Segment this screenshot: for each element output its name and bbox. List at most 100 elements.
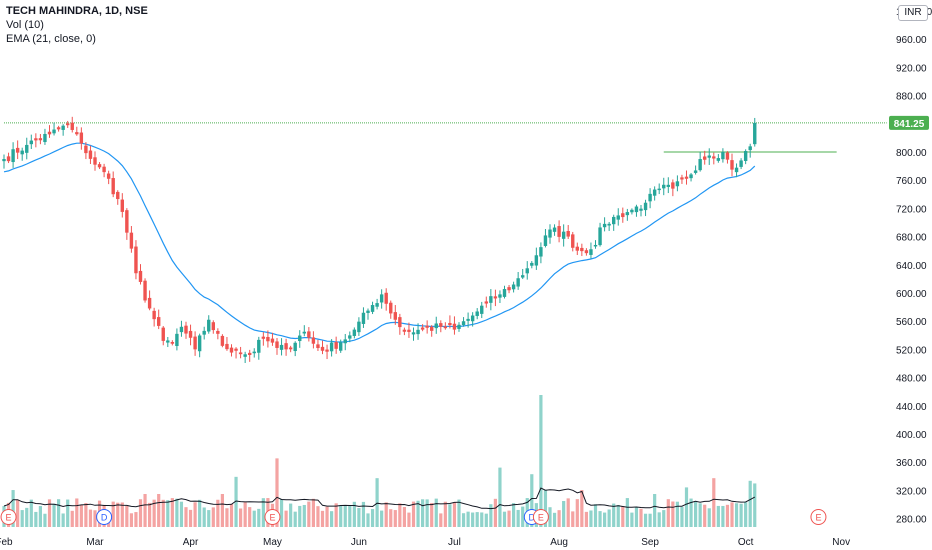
earnings-marker-icon[interactable] <box>532 509 549 525</box>
volume-bar <box>16 499 20 527</box>
volume-bar <box>748 480 752 527</box>
candle-body <box>489 296 493 303</box>
time-tick-label: Sep <box>641 537 659 548</box>
candle-body <box>589 249 593 255</box>
last-price-badge <box>889 115 929 130</box>
volume-bar <box>279 499 284 527</box>
volume-bar <box>261 498 265 527</box>
volume-bar <box>402 507 406 527</box>
volume-bar <box>662 510 666 527</box>
candle-body <box>238 352 243 355</box>
volume-bar <box>507 510 511 527</box>
candle-body <box>320 346 325 351</box>
candle-body <box>370 305 375 312</box>
earnings-marker-icon[interactable] <box>0 509 17 525</box>
volume-bar <box>211 507 215 527</box>
candle-body <box>507 287 511 291</box>
candle-body <box>316 344 320 349</box>
currency-button[interactable]: INR <box>898 5 928 21</box>
candle-body <box>207 319 211 332</box>
volume-bar <box>411 501 416 527</box>
volume-bar <box>361 501 366 527</box>
candle-body <box>475 311 479 316</box>
volume-bar <box>694 501 698 527</box>
candle-body <box>443 326 448 329</box>
price-tick-label: 880.00 <box>896 92 927 103</box>
earnings-marker-icon[interactable] <box>264 509 281 525</box>
price-tick-label: 440.00 <box>896 402 927 413</box>
symbol-title: TECH MAHINDRA, 1D, NSE <box>6 5 148 17</box>
volume-bar <box>616 504 620 527</box>
candle-body <box>698 159 702 171</box>
volume-bar <box>707 508 711 527</box>
candle-body <box>734 167 739 173</box>
candle-body <box>548 229 552 238</box>
volume-bar <box>275 458 279 527</box>
candle-body <box>753 122 757 145</box>
price-tick-label: 560.00 <box>896 317 927 328</box>
time-tick-label: Mar <box>86 537 104 548</box>
candle-body <box>389 302 393 314</box>
candle-body <box>689 174 693 179</box>
volume-bar <box>316 506 320 527</box>
volume-bar <box>548 507 552 527</box>
candle-body <box>652 189 657 196</box>
event-marker-label: E <box>269 513 275 523</box>
candle-body <box>38 138 43 141</box>
ema-legend: EMA (21, close, 0) <box>6 33 96 45</box>
volume-bar <box>79 504 83 527</box>
candle-body <box>525 268 529 274</box>
candle-body <box>15 147 20 153</box>
candle-body <box>288 347 293 350</box>
candle-body <box>111 178 115 195</box>
volume-bar <box>630 512 634 527</box>
volume-bar <box>721 505 725 527</box>
candle-body <box>75 132 79 135</box>
event-marker-label: E <box>815 513 821 523</box>
volume-bar <box>703 504 707 527</box>
candle-body <box>612 216 616 225</box>
price-tick-label: 680.00 <box>896 233 927 244</box>
volume-bar <box>384 502 388 527</box>
volume-bar <box>111 501 115 527</box>
earnings-marker-icon[interactable] <box>810 509 827 525</box>
volume-bar <box>425 499 429 527</box>
volume-bar <box>725 504 730 527</box>
candle-body <box>593 244 598 247</box>
candle-body <box>61 125 65 130</box>
candle-body <box>147 297 152 309</box>
candle-body <box>484 301 488 304</box>
volume-bar <box>284 510 288 527</box>
volume-bar <box>47 499 52 527</box>
event-marker-label: D <box>101 513 108 523</box>
dividend-marker-icon[interactable] <box>96 509 113 525</box>
candle-body <box>739 160 743 167</box>
candle-body <box>721 151 725 160</box>
candle-body <box>712 156 716 159</box>
volume-bar <box>252 510 256 527</box>
candle-body <box>348 335 352 339</box>
volume-bar <box>612 503 616 527</box>
candle-body <box>166 340 170 343</box>
candle-body <box>211 322 215 331</box>
volume-bar <box>557 510 561 527</box>
volume-bar <box>239 508 243 527</box>
price-tick-label: 920.00 <box>896 63 927 74</box>
candle-body <box>498 294 502 298</box>
candle-body <box>625 212 630 216</box>
volume-bar <box>484 513 488 527</box>
volume-bar <box>502 511 507 527</box>
candle-body <box>457 324 461 329</box>
volume-bar <box>225 508 229 527</box>
volume-bar <box>480 512 484 527</box>
candle-body <box>402 329 407 332</box>
volume-bar <box>229 503 234 527</box>
candle-body <box>275 341 279 348</box>
volume-bar <box>325 506 329 527</box>
candle-body <box>557 226 561 237</box>
volume-bar <box>88 509 93 527</box>
price-tick-label: 760.00 <box>896 176 927 187</box>
candle-body <box>225 343 229 350</box>
candle-body <box>375 303 379 307</box>
